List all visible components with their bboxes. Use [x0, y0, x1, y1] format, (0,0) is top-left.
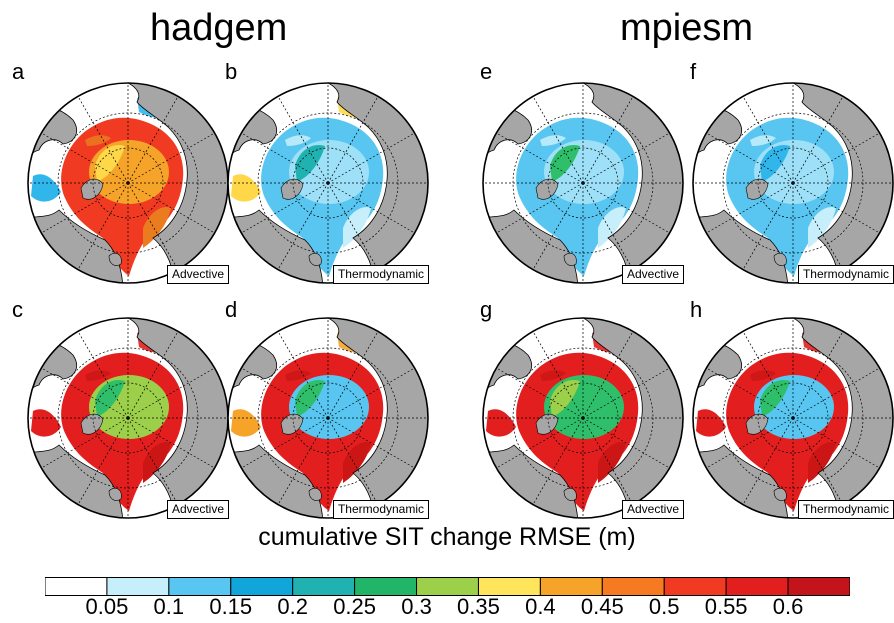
colorbar-tick-label: 0.35 [457, 594, 500, 619]
polar-map [692, 317, 894, 519]
panel-letter-c: c [12, 297, 23, 322]
arctic-map-panel-g: Advective [480, 315, 686, 521]
polar-map [482, 82, 684, 284]
map-border [227, 317, 429, 519]
panel-letter-a: a [12, 59, 25, 84]
panel-letter-f: f [690, 59, 697, 84]
colorbar-tick-label: 0.05 [85, 594, 129, 619]
graticule [483, 83, 683, 283]
colorbar-tick-label: 0.2 [277, 594, 308, 619]
colorbar-tick-label: 0.45 [580, 594, 624, 619]
colorbar-segment [601, 577, 665, 596]
colorbar-tick-label: 0.15 [209, 594, 253, 619]
panel-label-e: Advective [621, 265, 684, 284]
panel-letter-e: e [480, 59, 493, 84]
polar-map [482, 317, 684, 519]
title-mpiesm: mpiesm [620, 7, 754, 49]
colorbar-segment [230, 577, 294, 596]
graticule [693, 318, 893, 518]
panel-letter-d: d [225, 297, 238, 322]
panel-label-g: Advective [621, 500, 684, 519]
panel-label-d: Thermodynamic [332, 500, 429, 519]
colorbar-segment [663, 577, 727, 596]
colorbar-tick-label: 0.4 [525, 594, 556, 619]
colorbar-title: cumulative SIT change RMSE (m) [258, 523, 636, 551]
map-border [227, 82, 429, 284]
arctic-map-panel-b: Thermodynamic [225, 80, 431, 286]
colorbar-tick-label: 0.55 [704, 594, 748, 619]
arctic-map-panel-h: Thermodynamic [690, 315, 894, 521]
map-border [692, 317, 894, 519]
colorbar-segment [416, 577, 479, 596]
panel-letter-g: g [480, 297, 493, 322]
colorbar [45, 577, 850, 596]
colorbar-tick-label: 0.5 [648, 594, 680, 619]
graticule [228, 318, 428, 518]
map-border [482, 82, 684, 284]
colorbar-segment [477, 577, 541, 596]
arctic-map-panel-a: Advective [25, 80, 231, 286]
graticule [228, 83, 428, 283]
map-border [482, 317, 684, 519]
polar-map [227, 82, 429, 284]
panel-label-c: Advective [166, 500, 229, 519]
panel-letter-b: b [225, 59, 238, 84]
graticule [693, 83, 893, 283]
colorbar-tick-label: 0.6 [772, 594, 804, 619]
graticule [28, 83, 228, 283]
polar-map [692, 82, 894, 284]
panel-label-f: Thermodynamic [797, 265, 894, 284]
colorbar-tick-label: 0.25 [333, 594, 377, 619]
colorbar-segment [106, 577, 170, 596]
graticule [28, 318, 228, 518]
colorbar-segment [354, 577, 418, 596]
graticule [483, 318, 683, 518]
colorbar-segment [168, 577, 232, 596]
polar-map [27, 82, 229, 284]
arctic-map-panel-c: Advective [25, 315, 231, 521]
arctic-map-panel-d: Thermodynamic [225, 315, 431, 521]
colorbar-tick-label: 0.3 [401, 594, 432, 619]
panel-letter-h: h [690, 297, 703, 322]
arctic-map-panel-f: Thermodynamic [690, 80, 894, 286]
colorbar-segment [787, 577, 850, 596]
map-border [692, 82, 894, 284]
colorbar-segment [292, 577, 356, 596]
title-hadgem: hadgem [150, 7, 288, 49]
panel-label-h: Thermodynamic [797, 500, 894, 519]
colorbar-segment [725, 577, 789, 596]
polar-map [227, 317, 429, 519]
colorbar-segment [45, 577, 108, 596]
colorbar-tick-label: 0.1 [153, 594, 185, 619]
panel-label-a: Advective [166, 265, 229, 284]
colorbar-segment [539, 577, 603, 596]
arctic-map-panel-e: Advective [480, 80, 686, 286]
panel-label-b: Thermodynamic [332, 265, 429, 284]
polar-map [27, 317, 229, 519]
